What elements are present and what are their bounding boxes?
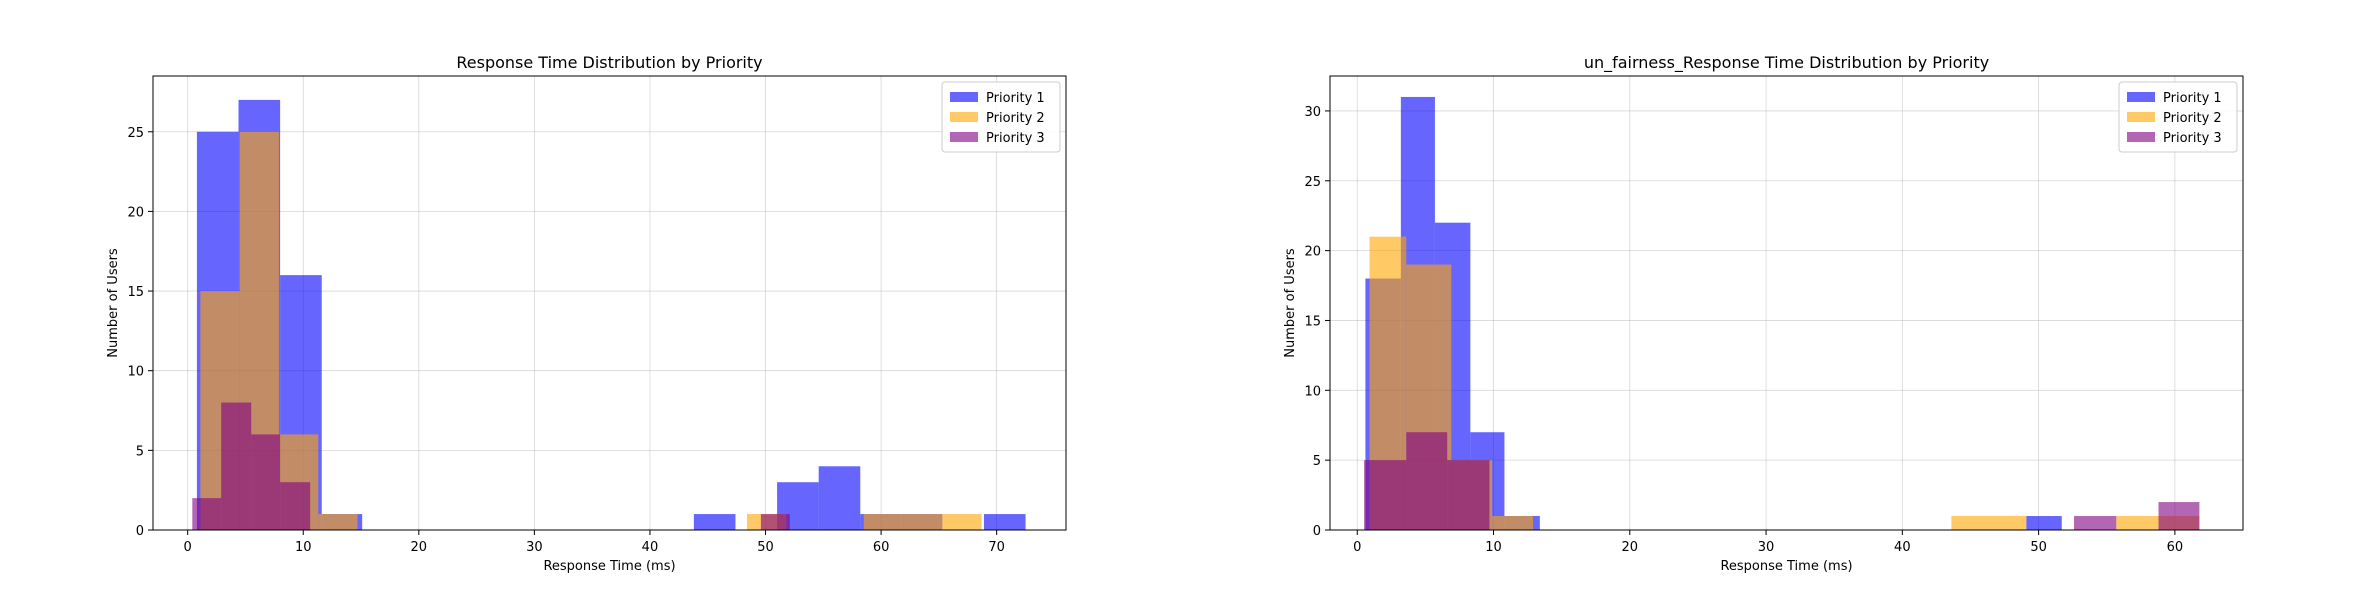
x-tick-label: 20 xyxy=(1622,540,1639,555)
y-tick-label: 15 xyxy=(1304,314,1321,329)
bar-priority-2 xyxy=(863,514,904,530)
bar-priority-2 xyxy=(1951,516,2027,530)
bar-priority-1 xyxy=(983,514,1026,530)
bar-priority-3 xyxy=(251,434,281,530)
bar-priority-3 xyxy=(1447,460,1490,530)
bar-priority-1 xyxy=(2026,516,2062,530)
y-tick-label: 10 xyxy=(127,365,144,380)
y-tick-label: 20 xyxy=(1304,245,1321,260)
x-tick-label: 30 xyxy=(1758,540,1775,555)
y-tick-label: 10 xyxy=(1304,384,1321,399)
x-tick-label: 40 xyxy=(1894,540,1911,555)
legend-label-priority-3: Priority 3 xyxy=(2163,131,2222,146)
chart-response-time: 0 10 20 30 40 50 60 70 0 5 10 15 20 25 Response Time D… xyxy=(106,53,1067,574)
legend-swatch-priority-2 xyxy=(2127,112,2155,122)
bar-priority-2 xyxy=(2116,516,2159,530)
x-tick-label: 60 xyxy=(873,540,890,555)
y-tick-label: 5 xyxy=(1313,454,1321,469)
x-tick-label: 20 xyxy=(411,540,428,555)
x-tick-label: 30 xyxy=(526,540,543,555)
legend-swatch-priority-1 xyxy=(2127,92,2155,102)
bar-priority-2 xyxy=(1492,516,1534,530)
legend-swatch-priority-3 xyxy=(2127,132,2155,142)
y-tick-label: 5 xyxy=(136,444,144,459)
x-tick-label: 50 xyxy=(757,540,774,555)
x-tick-label: 70 xyxy=(988,540,1005,555)
legend-label-priority-1: Priority 1 xyxy=(2163,91,2222,106)
chart-title: un_fairness_Response Time Distribution b… xyxy=(1584,53,1989,73)
bar-priority-2 xyxy=(903,514,943,530)
y-tick-label: 30 xyxy=(1304,105,1321,120)
x-tick-label: 10 xyxy=(1485,540,1502,555)
y-tick-label: 15 xyxy=(127,285,144,300)
legend-swatch-priority-2 xyxy=(950,112,978,122)
bar-priority-1 xyxy=(693,514,736,530)
bar-priority-1 xyxy=(818,466,861,530)
bar-priority-3 xyxy=(2158,502,2200,530)
x-tick-label: 10 xyxy=(295,540,312,555)
x-axis-label: Response Time (ms) xyxy=(543,559,675,574)
plot-frame xyxy=(1329,75,2244,531)
x-axis-label: Response Time (ms) xyxy=(1720,559,1852,574)
bar-priority-3 xyxy=(2074,516,2117,530)
legend: Priority 1 Priority 2 Priority 3 xyxy=(2118,81,2238,153)
plot-frame xyxy=(152,75,1067,531)
y-tick-label: 0 xyxy=(1313,524,1321,539)
bar-priority-2 xyxy=(942,514,982,530)
x-tick-label: 50 xyxy=(2030,540,2047,555)
bar-priority-3 xyxy=(1364,460,1407,530)
x-tick-label: 0 xyxy=(1353,540,1361,555)
bar-priority-3 xyxy=(1406,432,1448,530)
x-tick-label: 40 xyxy=(642,540,659,555)
legend-label-priority-2: Priority 2 xyxy=(2163,111,2222,126)
chart-unfairness-response-time: 0 10 20 30 40 50 60 0 5 10 15 20 25 30 un_fairness_Res… xyxy=(1283,53,2244,574)
y-tick-label: 0 xyxy=(136,524,144,539)
y-axis-label: Number of Users xyxy=(1283,248,1298,358)
bar-priority-2 xyxy=(318,514,358,530)
legend: Priority 1 Priority 2 Priority 3 xyxy=(941,81,1061,153)
legend-label-priority-3: Priority 3 xyxy=(986,131,1045,146)
y-tick-label: 25 xyxy=(127,126,144,141)
y-tick-label: 25 xyxy=(1304,175,1321,190)
bar-priority-3 xyxy=(760,514,790,530)
x-tick-label: 60 xyxy=(2167,540,2184,555)
bar-priority-3 xyxy=(221,402,252,530)
legend-swatch-priority-3 xyxy=(950,132,978,142)
legend-label-priority-1: Priority 1 xyxy=(986,91,1045,106)
chart-title: Response Time Distribution by Priority xyxy=(456,53,762,72)
y-axis-label: Number of Users xyxy=(106,248,121,358)
legend-swatch-priority-1 xyxy=(950,92,978,102)
x-tick-label: 0 xyxy=(184,540,192,555)
bar-priority-3 xyxy=(280,482,311,530)
y-tick-label: 20 xyxy=(127,205,144,220)
bar-priority-3 xyxy=(192,498,222,530)
legend-label-priority-2: Priority 2 xyxy=(986,111,1045,126)
